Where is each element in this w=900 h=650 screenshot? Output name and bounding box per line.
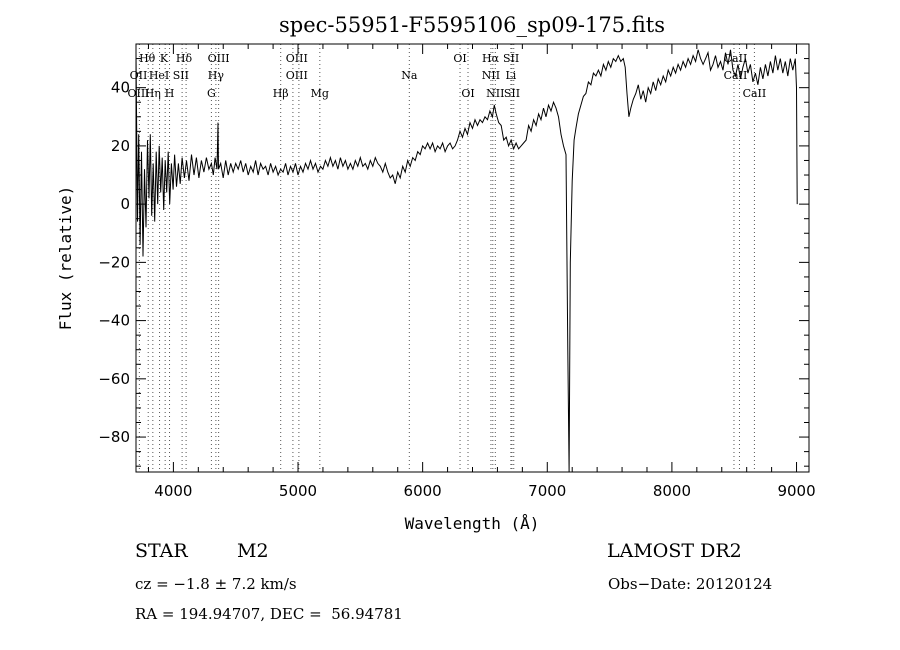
line-label-3: OIII [208, 52, 230, 65]
line-label-22: Hβ [273, 87, 289, 100]
line-label-25: NII [486, 87, 504, 100]
x-tick-label-1: 5000 [279, 482, 317, 500]
line-label-13: OIII [286, 69, 308, 82]
y-tick-label-0: −80 [98, 428, 130, 446]
line-label-7: SII [503, 52, 519, 65]
line-label-9: OII [130, 69, 148, 82]
line-label-18: OIII [127, 87, 149, 100]
line-label-19: Hη [145, 87, 161, 100]
line-label-21: G [207, 87, 216, 100]
survey-name: LAMOST DR2 [607, 540, 742, 562]
spectral-line-markers [138, 44, 755, 472]
line-label-23: Mg [311, 87, 329, 100]
line-label-6: Hα [482, 52, 500, 65]
spectrum-series-line [135, 49, 798, 473]
line-label-10: HeI [149, 69, 169, 82]
x-axis-label: Wavelength (Å) [405, 514, 540, 533]
y-tick-label-6: 40 [111, 79, 130, 97]
y-axis-label: Flux (relative) [56, 186, 75, 331]
y-tick-label-4: 0 [120, 195, 130, 213]
x-tick-label-3: 7000 [528, 482, 566, 500]
plot-frame [135, 43, 810, 473]
redshift-velocity: cz = −1.8 ± 7.2 km/s [135, 575, 297, 593]
object-subclass: M2 [237, 540, 269, 562]
axis-ticks: 4000 5000 6000 7000 8000 9000 −80 −60 −40 −20 0 20 4… [98, 43, 816, 500]
chart-title: spec-55951-F5595106_sp09-175.fits [279, 13, 665, 37]
line-label-12: Hγ [208, 69, 225, 82]
y-tick-label-1: −60 [98, 370, 130, 388]
line-label-4: OIII [286, 52, 308, 65]
line-label-5: OI [453, 52, 466, 65]
line-label-16: Li [505, 69, 516, 82]
line-label-11: SII [173, 69, 189, 82]
line-label-24: OI [461, 87, 474, 100]
y-tick-label-3: −20 [98, 253, 130, 271]
x-tick-label-5: 9000 [777, 482, 815, 500]
line-label-1: K [160, 52, 169, 65]
line-label-15: NII [482, 69, 500, 82]
object-class: STAR [135, 540, 188, 562]
y-tick-label-2: −40 [98, 312, 130, 330]
y-tick-label-5: 20 [111, 137, 130, 155]
line-label-0: Hθ [139, 52, 156, 65]
x-tick-label-0: 4000 [154, 482, 192, 500]
line-label-26: SII [504, 87, 520, 100]
coordinates: RA = 194.94707, DEC = 56.94781 [135, 605, 403, 623]
observation-date: Obs−Date: 20120124 [608, 575, 773, 593]
x-tick-label-2: 6000 [404, 482, 442, 500]
line-label-27: CaII [743, 87, 767, 100]
line-label-14: Na [401, 69, 418, 82]
line-label-2: Hδ [176, 52, 193, 65]
x-tick-label-4: 8000 [653, 482, 691, 500]
line-label-20: H [165, 87, 175, 100]
